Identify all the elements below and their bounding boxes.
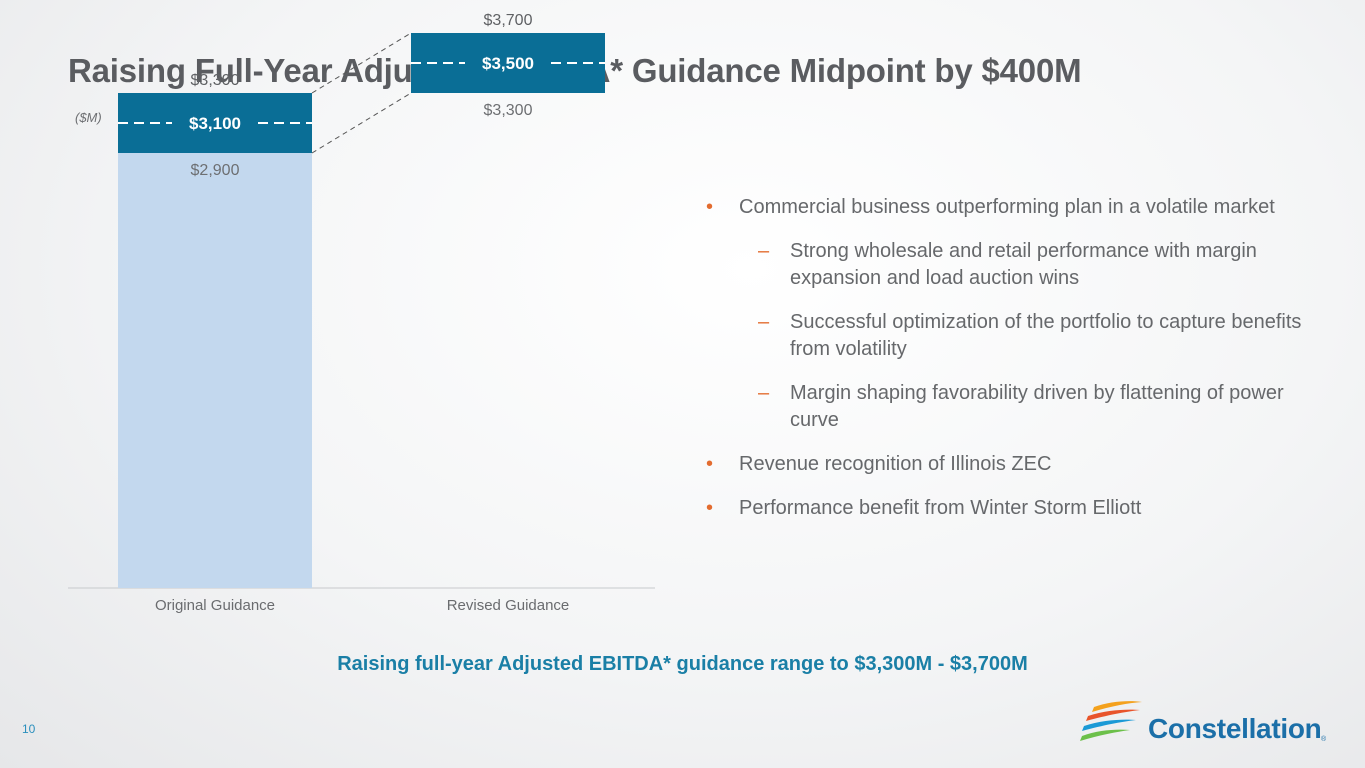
registered-mark: ® bbox=[1321, 736, 1327, 743]
bullet-marker: • bbox=[706, 196, 714, 218]
sub-bullet-marker: – bbox=[758, 240, 770, 262]
bullet-text: Margin shaping favorability driven by fl… bbox=[790, 382, 1284, 431]
bullet-text: Strong wholesale and retail performance … bbox=[790, 240, 1257, 289]
range-high-label: $3,300 bbox=[191, 72, 240, 89]
constellation-logo: Constellation ® bbox=[1080, 700, 1340, 750]
sub-bullet-marker: – bbox=[758, 382, 770, 404]
sub-bullet-item: – Strong wholesale and retail performanc… bbox=[706, 238, 1306, 292]
category-label: Original Guidance bbox=[155, 597, 275, 614]
summary-callout: Raising full-year Adjusted EBITDA* guida… bbox=[337, 653, 1028, 675]
sub-bullet-marker: – bbox=[758, 311, 770, 333]
bullet-item: • Performance benefit from Winter Storm … bbox=[706, 495, 1306, 522]
range-low-label: $2,900 bbox=[191, 162, 240, 179]
connector-line-bottom bbox=[311, 92, 412, 154]
bullet-list: • Commercial business outperforming plan… bbox=[706, 194, 1306, 539]
bullet-item: • Revenue recognition of Illinois ZEC bbox=[706, 451, 1306, 478]
constellation-swoosh-icon bbox=[1080, 701, 1142, 741]
page-number: 10 bbox=[22, 722, 36, 736]
connector-line-top bbox=[311, 32, 412, 94]
bullet-text: Successful optimization of the portfolio… bbox=[790, 311, 1302, 360]
original-base-bar bbox=[118, 153, 312, 588]
logo-wordmark: Constellation bbox=[1148, 713, 1322, 744]
midpoint-label: $3,100 bbox=[189, 114, 241, 133]
unit-label: ($M) bbox=[75, 110, 102, 125]
bullet-text: Performance benefit from Winter Storm El… bbox=[739, 497, 1142, 519]
sub-bullet-item: – Margin shaping favorability driven by … bbox=[706, 380, 1306, 434]
bullet-text: Revenue recognition of Illinois ZEC bbox=[739, 453, 1052, 475]
bullet-text: Commercial business outperforming plan i… bbox=[739, 196, 1275, 218]
range-low-label: $3,300 bbox=[484, 102, 533, 119]
range-high-label: $3,700 bbox=[484, 12, 533, 29]
sub-bullet-item: – Successful optimization of the portfol… bbox=[706, 309, 1306, 363]
midpoint-label: $3,500 bbox=[482, 54, 534, 73]
bullet-marker: • bbox=[706, 497, 714, 519]
bullet-item: • Commercial business outperforming plan… bbox=[706, 194, 1306, 221]
category-label: Revised Guidance bbox=[447, 597, 570, 614]
guidance-chart: $3,100 $3,300 $2,900 Original Guidance $3,50… bbox=[68, 12, 655, 614]
bullet-marker: • bbox=[706, 453, 714, 475]
